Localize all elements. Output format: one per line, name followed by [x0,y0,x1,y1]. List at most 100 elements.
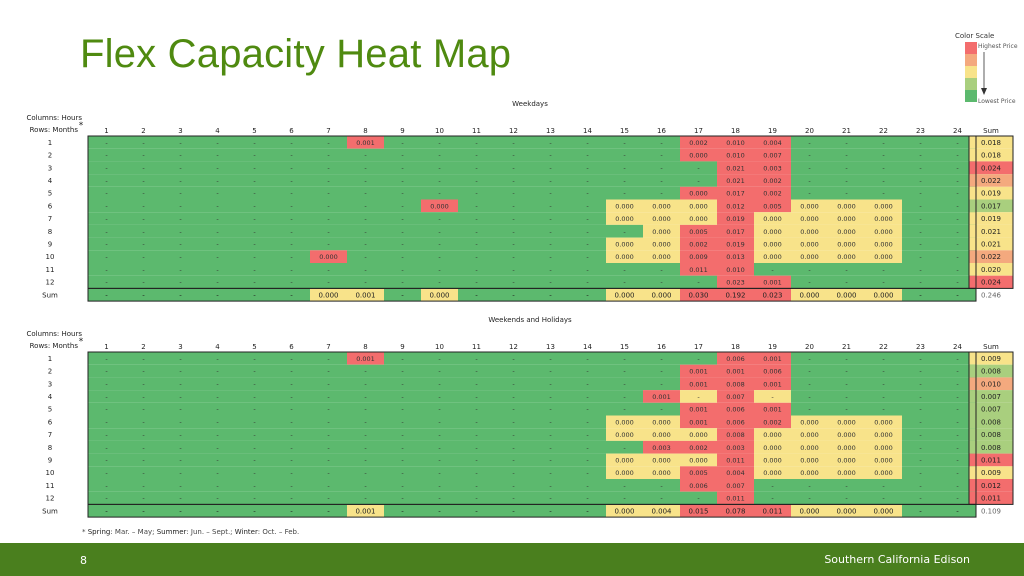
heatmap-cell [680,148,717,162]
cell-value: - [956,215,959,223]
heatmap-cell [273,402,310,416]
column-sum-value: 0.000 [799,291,819,299]
cell-value: - [327,380,330,388]
cell-value: - [808,380,811,388]
heatmap-cell [717,390,754,403]
cell-value: 0.002 [763,177,782,185]
heatmap-cell [495,224,532,238]
row-sum-cell [969,466,1013,479]
cell-value: - [475,469,478,477]
column-header: 10 [435,343,444,351]
cell-value: - [290,139,293,147]
cell-value: 0.017 [726,228,745,236]
heatmap-cell [421,275,458,289]
page-number: 8 [80,554,87,567]
cell-value: - [290,279,293,287]
heatmap-cell [939,466,976,479]
column-sum-cell [828,504,865,518]
heatmap-cell [125,161,162,175]
heatmap-cell [643,479,680,492]
cell-value: - [919,444,922,452]
cell-value: - [586,253,589,261]
heatmap-cell [717,453,754,467]
heatmap-cell [199,440,236,454]
cell-value: - [956,380,959,388]
column-sum-value: 0.192 [725,291,745,299]
cell-value: - [919,406,922,414]
cell-value: - [475,279,478,287]
row-sum-cell [969,174,1013,187]
cell-value: - [697,495,700,503]
column-sum-value: - [290,291,293,299]
cell-value: - [179,253,182,261]
heatmap-cell [754,415,791,429]
column-sum-cell [125,504,162,518]
heatmap-cell [569,237,606,251]
column-sum-cell [236,288,273,302]
heatmap-cell [310,352,347,365]
heatmap-cell [125,428,162,441]
cell-value: 0.001 [726,368,745,376]
heatmap-cell [754,390,791,403]
cell-value: - [919,202,922,210]
cell-value: 0.012 [726,202,745,210]
cell-value: - [364,152,367,160]
row-header: 4 [48,393,53,401]
cell-value: - [216,266,219,274]
heatmap-cell [310,428,347,441]
cell-value: 0.000 [689,431,708,439]
heatmap-cell [828,237,865,251]
cell-value: 0.000 [800,202,819,210]
heatmap-cell [495,148,532,162]
columns-axis-label: Columns: Hours [26,114,82,122]
cell-value: - [438,444,441,452]
cell-value: - [549,152,552,160]
heatmap-cell [347,275,384,289]
cell-value: - [438,482,441,490]
cell-value: 0.010 [726,266,745,274]
cell-value: 0.000 [763,228,782,236]
cell-value: 0.001 [689,406,708,414]
heatmap-cell [236,224,273,238]
cell-value: - [512,380,515,388]
cell-value: - [105,253,108,261]
heatmap-cell [643,453,680,467]
cell-value: - [586,240,589,248]
column-sum-value: - [549,291,552,299]
heatmap-cell [384,161,421,175]
heatmap-cell [384,479,421,492]
cell-value: - [142,406,145,414]
column-sum-cell [88,504,125,518]
heatmap-cell [902,377,939,391]
cell-value: - [290,228,293,236]
heatmap-cell [902,491,939,505]
heatmap-cell [902,466,939,479]
cell-value: - [179,406,182,414]
column-sum-cell [532,288,569,302]
row-sum-value: 0.017 [981,202,1001,210]
heatmap-cell [458,263,495,276]
heatmap-cell [125,402,162,416]
heatmap-cell [236,263,273,276]
column-header: 23 [916,127,925,135]
cell-value: - [512,431,515,439]
cell-value: - [142,355,145,363]
row-sum-value: 0.009 [981,469,1001,477]
heatmap-cell [162,402,199,416]
row-header: 12 [46,279,55,287]
heatmap-cell [162,263,199,276]
cell-value: - [364,431,367,439]
cell-value: 0.000 [837,469,856,477]
heatmap-cell [310,161,347,175]
cell-value: - [475,202,478,210]
heatmap-cell [199,377,236,391]
cell-value: - [845,406,848,414]
heatmap-cell [495,377,532,391]
cell-value: - [105,202,108,210]
cell-value: - [549,444,552,452]
cell-value: - [327,469,330,477]
column-sum-value: 0.000 [318,291,338,299]
cell-value: - [882,368,885,376]
heatmap-cell [347,479,384,492]
cell-value: - [956,406,959,414]
